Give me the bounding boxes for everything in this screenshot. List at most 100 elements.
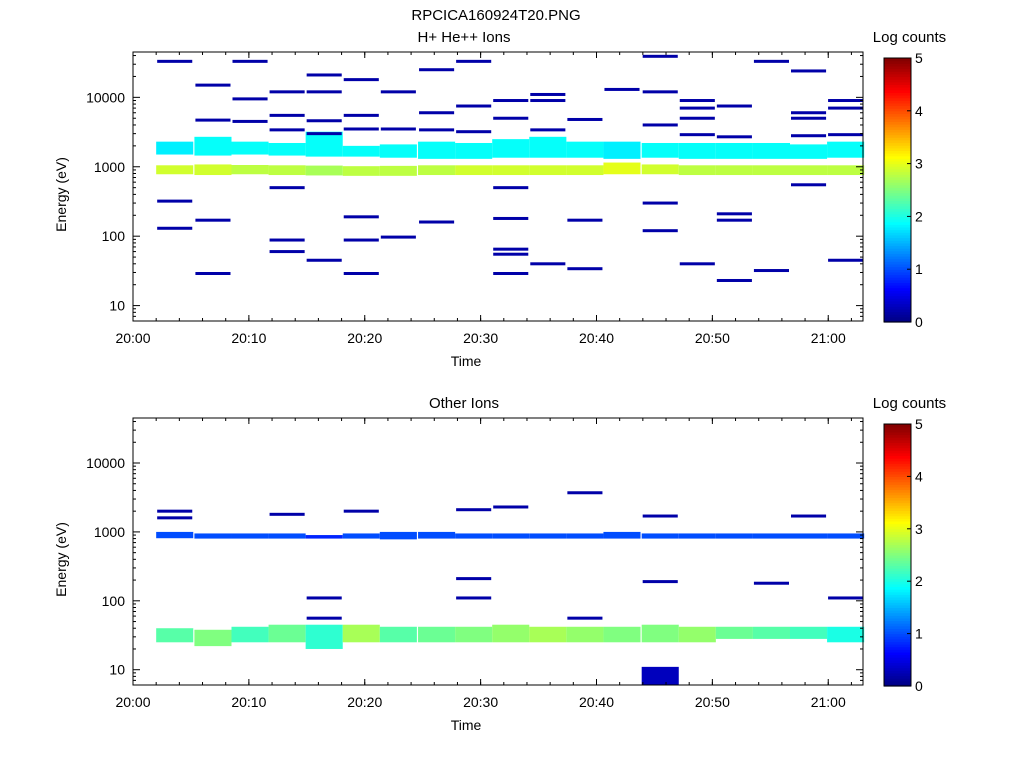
heatmap-cell <box>379 165 417 176</box>
colorbar-swatch <box>884 139 911 144</box>
heatmap-cell <box>529 165 567 176</box>
heatmap-cell <box>603 531 641 539</box>
colorbar-swatch <box>884 667 911 671</box>
colorbar-swatch <box>884 434 911 438</box>
heatmap-cell <box>194 164 232 176</box>
heatmap-cell <box>231 533 269 539</box>
colorbar-swatch <box>884 489 911 493</box>
heatmap-streak <box>232 59 268 63</box>
heatmap-cell <box>305 624 343 649</box>
heatmap-cell <box>231 141 269 155</box>
heatmap-cell <box>641 666 679 685</box>
heatmap-cell <box>715 626 753 639</box>
heatmap-cell <box>231 165 269 175</box>
colorbar-swatch <box>884 520 911 525</box>
heatmap-streak <box>567 491 603 495</box>
heatmap-cell <box>603 141 641 159</box>
y-tick-label: 10000 <box>86 455 125 471</box>
panel-title: Other Ions <box>429 395 499 412</box>
heatmap-streak <box>269 90 305 94</box>
heatmap-streak <box>456 130 492 134</box>
colorbar-swatch <box>884 678 911 682</box>
colorbar-swatch <box>884 234 911 239</box>
heatmap-cell <box>790 533 828 539</box>
colorbar-tick-label: 4 <box>915 468 923 484</box>
heatmap-streak <box>419 220 455 224</box>
colorbar-swatch <box>884 308 911 313</box>
heatmap-cell <box>268 624 306 643</box>
colorbar-swatch <box>884 505 911 509</box>
heatmap-cell <box>566 533 604 539</box>
y-tick-label: 10 <box>109 662 125 678</box>
heatmap-cell <box>455 533 493 539</box>
heatmap-streak <box>232 97 268 101</box>
colorbar-swatch <box>884 290 911 294</box>
heatmap-area <box>156 491 865 685</box>
colorbar-swatch <box>884 105 911 109</box>
colorbar-swatch <box>884 211 911 215</box>
heatmap-streak <box>716 104 752 108</box>
colorbar-swatch <box>884 439 911 443</box>
heatmap-streak <box>753 59 789 63</box>
heatmap-cell <box>641 533 679 539</box>
colorbar-swatch <box>884 81 911 85</box>
heatmap-streak <box>157 516 193 520</box>
x-tick-label: 20:20 <box>347 694 382 710</box>
colorbar-tick-label: 1 <box>915 626 923 642</box>
colorbar-swatch <box>884 680 911 684</box>
colorbar-swatch <box>884 599 911 603</box>
colorbar-swatch <box>884 612 911 616</box>
heatmap-cell <box>156 531 194 539</box>
x-tick-label: 20:00 <box>115 694 150 710</box>
colorbar-swatch <box>884 60 911 64</box>
heatmap-cell <box>603 626 641 643</box>
colorbar-swatch <box>884 479 911 483</box>
colorbar-swatch <box>884 594 911 598</box>
heatmap-cell <box>827 533 865 539</box>
colorbar-swatch <box>884 195 911 199</box>
colorbar-swatch <box>884 583 911 588</box>
colorbar-swatch <box>884 258 911 262</box>
x-tick-label: 20:20 <box>347 330 382 346</box>
heatmap-streak <box>306 258 342 262</box>
colorbar-swatch <box>884 147 911 151</box>
colorbar-swatch <box>884 531 911 535</box>
colorbar-swatch <box>884 240 911 244</box>
colorbar-swatch <box>884 617 911 622</box>
colorbar-swatch <box>884 450 911 454</box>
colorbar-tick-label: 5 <box>915 416 923 432</box>
x-tick-label: 20:30 <box>463 330 498 346</box>
heatmap-streak <box>567 616 603 620</box>
heatmap-streak <box>716 278 752 282</box>
y-tick-label: 10 <box>109 298 125 314</box>
heatmap-streak <box>269 512 305 516</box>
heatmap-streak <box>753 581 789 585</box>
y-tick-label: 100 <box>102 593 126 609</box>
heatmap-streak <box>791 514 827 518</box>
colorbar-swatch <box>884 150 911 154</box>
heatmap-streak <box>157 199 193 203</box>
colorbar-swatch <box>884 547 911 551</box>
heatmap-streak <box>567 267 603 271</box>
colorbar-swatch <box>884 208 911 212</box>
heatmap-streak <box>642 229 678 233</box>
colorbar-swatch <box>884 213 911 217</box>
heatmap-streak <box>195 218 231 222</box>
colorbar-swatch <box>884 575 911 580</box>
colorbar-swatch <box>884 513 911 517</box>
heatmap-cell <box>827 165 865 176</box>
heatmap-streak <box>791 111 827 115</box>
heatmap-streak <box>679 99 715 103</box>
heatmap-cell <box>492 165 530 176</box>
colorbar-swatch <box>884 134 911 138</box>
x-tick-label: 20:10 <box>231 694 266 710</box>
x-axis-label: Time <box>451 353 482 369</box>
colorbar-swatch <box>884 263 911 268</box>
colorbar-swatch <box>884 271 911 276</box>
y-tick-label: 100 <box>102 228 126 244</box>
heatmap-cell <box>418 531 456 539</box>
colorbar-swatch <box>884 471 911 475</box>
colorbar-swatch <box>884 476 911 480</box>
heatmap-streak <box>828 258 864 262</box>
heatmap-cell <box>566 165 604 176</box>
